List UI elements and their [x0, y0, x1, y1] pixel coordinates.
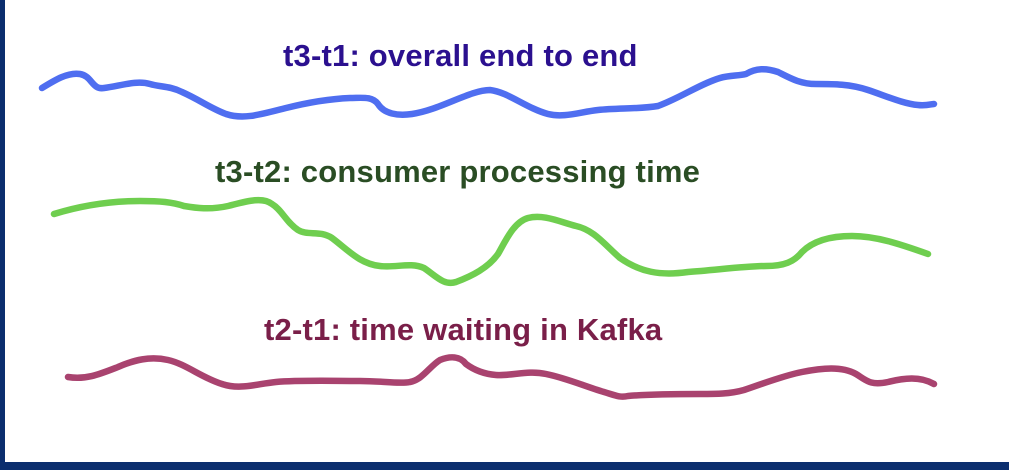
consumer-processing-label: t3-t2: consumer processing time [215, 154, 701, 189]
slide-canvas [5, 0, 1009, 462]
overall-latency-label: t3-t1: overall end to end [283, 38, 638, 73]
kafka-wave-line [64, 354, 938, 400]
consumer-wave-line [50, 196, 932, 287]
overall-wave-line [38, 66, 938, 120]
kafka-waiting-label: t2-t1: time waiting in Kafka [264, 312, 663, 347]
